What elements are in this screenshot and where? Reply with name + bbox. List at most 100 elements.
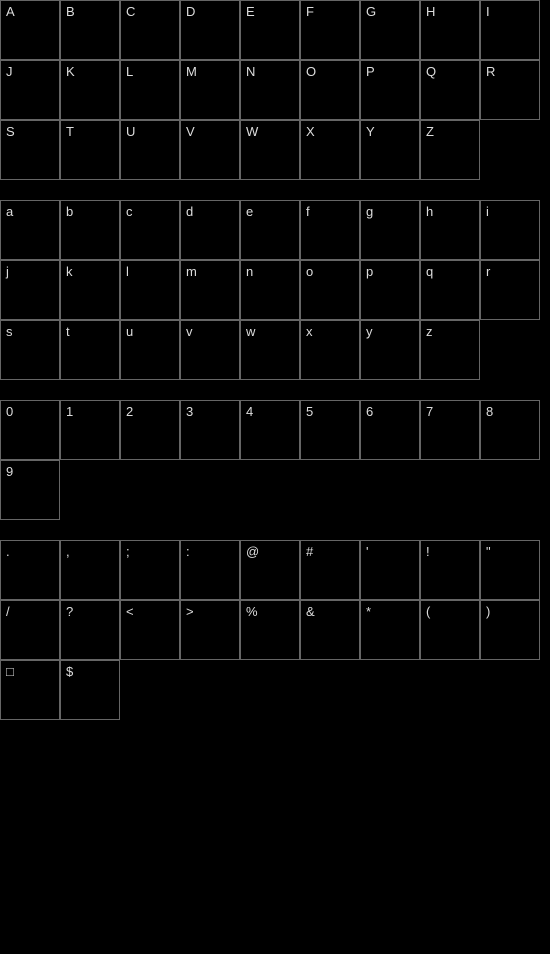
- glyph-label: %: [246, 604, 258, 619]
- uppercase-cell: M: [180, 60, 240, 120]
- glyph-label: X: [306, 124, 315, 139]
- symbols-cell: ': [360, 540, 420, 600]
- lowercase-cell: n: [240, 260, 300, 320]
- glyph-label: U: [126, 124, 135, 139]
- symbols-cell: :: [180, 540, 240, 600]
- glyph-label: z: [426, 324, 433, 339]
- glyph-label: H: [426, 4, 435, 19]
- symbols-cell: .: [0, 540, 60, 600]
- lowercase-cell: s: [0, 320, 60, 380]
- symbols-cell: >: [180, 600, 240, 660]
- glyph-label: u: [126, 324, 133, 339]
- glyph-label: A: [6, 4, 15, 19]
- glyph-label: a: [6, 204, 13, 219]
- glyph-label: B: [66, 4, 75, 19]
- glyph-label: E: [246, 4, 255, 19]
- symbols-grid: .,;:@#'!"/?<>%&*()□$: [0, 540, 550, 720]
- lowercase-cell: i: [480, 200, 540, 260]
- digits-cell: 3: [180, 400, 240, 460]
- digits-section: 0123456789: [0, 400, 550, 520]
- symbols-cell: %: [240, 600, 300, 660]
- uppercase-cell: N: [240, 60, 300, 120]
- glyph-label: (: [426, 604, 430, 619]
- glyph-label: l: [126, 264, 129, 279]
- lowercase-cell: x: [300, 320, 360, 380]
- glyph-label: s: [6, 324, 13, 339]
- glyph-label: /: [6, 604, 10, 619]
- uppercase-cell: U: [120, 120, 180, 180]
- glyph-label: O: [306, 64, 316, 79]
- glyph-label: G: [366, 4, 376, 19]
- uppercase-cell: V: [180, 120, 240, 180]
- glyph-label: ): [486, 604, 490, 619]
- lowercase-cell: e: [240, 200, 300, 260]
- glyph-label: Y: [366, 124, 375, 139]
- glyph-label: ": [486, 544, 491, 559]
- digits-cell: 9: [0, 460, 60, 520]
- glyph-label: ?: [66, 604, 73, 619]
- uppercase-cell: P: [360, 60, 420, 120]
- lowercase-cell: k: [60, 260, 120, 320]
- glyph-label: <: [126, 604, 134, 619]
- glyph-label: #: [306, 544, 313, 559]
- symbols-cell: ?: [60, 600, 120, 660]
- symbols-cell: #: [300, 540, 360, 600]
- glyph-label: J: [6, 64, 13, 79]
- glyph-label: *: [366, 604, 371, 619]
- lowercase-cell: f: [300, 200, 360, 260]
- glyph-label: □: [6, 664, 14, 679]
- glyph-label: :: [186, 544, 190, 559]
- uppercase-cell: G: [360, 0, 420, 60]
- glyph-label: P: [366, 64, 375, 79]
- digits-cell: 0: [0, 400, 60, 460]
- symbols-cell: ,: [60, 540, 120, 600]
- symbols-cell: *: [360, 600, 420, 660]
- lowercase-cell: c: [120, 200, 180, 260]
- symbols-cell: □: [0, 660, 60, 720]
- digits-cell: 4: [240, 400, 300, 460]
- symbols-cell: &: [300, 600, 360, 660]
- lowercase-section: abcdefghijklmnopqrstuvwxyz: [0, 200, 550, 380]
- symbols-cell: ;: [120, 540, 180, 600]
- uppercase-cell: D: [180, 0, 240, 60]
- lowercase-cell: r: [480, 260, 540, 320]
- uppercase-cell: Q: [420, 60, 480, 120]
- glyph-label: f: [306, 204, 310, 219]
- glyph-label: i: [486, 204, 489, 219]
- glyph-label: p: [366, 264, 373, 279]
- uppercase-cell: O: [300, 60, 360, 120]
- digits-grid: 0123456789: [0, 400, 550, 520]
- glyph-label: ;: [126, 544, 130, 559]
- uppercase-cell: L: [120, 60, 180, 120]
- glyph-label: .: [6, 544, 10, 559]
- uppercase-cell: T: [60, 120, 120, 180]
- glyph-label: d: [186, 204, 193, 219]
- lowercase-cell: j: [0, 260, 60, 320]
- glyph-label: Z: [426, 124, 434, 139]
- lowercase-cell: w: [240, 320, 300, 380]
- glyph-label: x: [306, 324, 313, 339]
- glyph-label: 1: [66, 404, 73, 419]
- glyph-label: o: [306, 264, 313, 279]
- glyph-label: 2: [126, 404, 133, 419]
- digits-cell: 8: [480, 400, 540, 460]
- glyph-label: n: [246, 264, 253, 279]
- digits-cell: 1: [60, 400, 120, 460]
- symbols-cell: ": [480, 540, 540, 600]
- glyph-label: ,: [66, 544, 70, 559]
- glyph-label: h: [426, 204, 433, 219]
- glyph-label: I: [486, 4, 490, 19]
- glyph-label: 6: [366, 404, 373, 419]
- glyph-label: 7: [426, 404, 433, 419]
- glyph-label: w: [246, 324, 255, 339]
- uppercase-cell: C: [120, 0, 180, 60]
- glyph-label: &: [306, 604, 315, 619]
- lowercase-cell: d: [180, 200, 240, 260]
- glyph-label: 3: [186, 404, 193, 419]
- lowercase-cell: m: [180, 260, 240, 320]
- symbols-cell: !: [420, 540, 480, 600]
- uppercase-cell: E: [240, 0, 300, 60]
- symbols-cell: /: [0, 600, 60, 660]
- uppercase-cell: X: [300, 120, 360, 180]
- glyph-label: 9: [6, 464, 13, 479]
